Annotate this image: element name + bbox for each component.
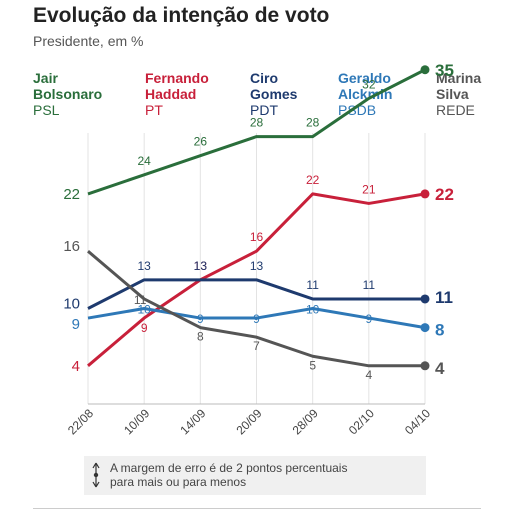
legend-party: PSL [33, 102, 60, 118]
legend-name-last: Silva [436, 86, 469, 102]
data-label: 9 [72, 316, 80, 333]
legend-name-first: Fernando [145, 70, 209, 86]
data-label: 4 [435, 359, 445, 378]
legend-party: PDT [250, 102, 278, 118]
x-tick-label: 10/09 [121, 406, 152, 437]
data-label: 10 [63, 296, 80, 313]
x-tick-label: 22/08 [65, 406, 96, 437]
legend-party: PT [145, 102, 163, 118]
legend-item: Fernando Haddad PT [145, 70, 209, 118]
data-label: 13 [194, 259, 208, 273]
legend-name-last: Alckmin [338, 86, 393, 102]
series-end-marker [420, 323, 430, 333]
data-label: 9 [365, 312, 372, 326]
data-label: 11 [134, 293, 147, 307]
data-label: 13 [250, 259, 264, 273]
data-label: 35 [435, 61, 454, 80]
data-label: 24 [137, 154, 151, 168]
data-label: 28 [306, 116, 320, 130]
data-label: 11 [435, 288, 453, 307]
data-label: 8 [197, 330, 204, 344]
data-label: 10 [306, 303, 320, 317]
data-label: 4 [365, 368, 372, 382]
data-label: 16 [250, 230, 264, 244]
up-down-arrow-icon [92, 462, 100, 488]
bottom-divider [33, 508, 481, 509]
margin-of-error-note: A margem de erro é de 2 pontos percentua… [84, 456, 426, 495]
data-label: 9 [197, 312, 204, 326]
data-label: 8 [435, 321, 444, 340]
legend-name-last: Bolsonaro [33, 86, 103, 102]
legend-name-first: Jair [33, 70, 58, 86]
legend-item: Jair Bolsonaro PSL [33, 70, 102, 118]
data-label: 10 [137, 303, 151, 317]
data-label: 13 [194, 259, 208, 273]
legend-name-first: Geraldo [338, 70, 391, 86]
series-end-marker [420, 294, 430, 304]
data-label: 22 [435, 185, 454, 204]
series-line [87, 307, 426, 330]
data-label: 26 [194, 135, 208, 149]
line-chart: 22/08 10/09 14/09 20/09 28/09 02/10 04/10 22 24 2… [63, 61, 454, 438]
page-subtitle: Presidente, em % [33, 33, 144, 49]
legend-party: REDE [436, 102, 475, 118]
legend-name-last: Gomes [250, 86, 298, 102]
legend-item: Marina Silva REDE [436, 70, 481, 118]
data-label: 16 [63, 238, 80, 255]
legend-name-first: Marina [436, 70, 482, 86]
data-label: 9 [141, 321, 148, 335]
data-label: 22 [63, 186, 80, 203]
x-tick-label: 20/09 [233, 406, 264, 437]
x-tick-label: 04/10 [402, 406, 433, 437]
data-label: 32 [362, 77, 376, 91]
series-line [87, 192, 426, 367]
series-end-marker [420, 65, 430, 75]
legend-name-first: Ciro [250, 70, 278, 86]
data-label: 11 [363, 278, 376, 292]
data-label: 9 [253, 312, 260, 326]
x-tick-label: 02/10 [346, 406, 377, 437]
data-label: 11 [306, 278, 319, 292]
page-title: Evolução da intenção de voto [33, 4, 330, 27]
data-label: 5 [309, 358, 316, 372]
data-label: 28 [250, 116, 264, 130]
series-line [87, 250, 425, 368]
series-end-marker [420, 189, 430, 199]
data-label: 22 [306, 173, 320, 187]
x-tick-label: 28/09 [290, 406, 321, 437]
data-label: 7 [253, 339, 260, 353]
data-label: 21 [362, 182, 376, 196]
data-label: 4 [72, 358, 80, 375]
legend-item: Ciro Gomes PDT [250, 70, 297, 118]
margin-of-error-text: A margem de erro é de 2 pontos percentua… [110, 461, 348, 489]
series-line [87, 68, 426, 196]
x-tick-label: 14/09 [177, 406, 208, 437]
series-line [87, 278, 425, 310]
data-label: 13 [137, 259, 151, 273]
series-end-marker [420, 361, 430, 371]
legend-name-last: Haddad [145, 86, 197, 102]
